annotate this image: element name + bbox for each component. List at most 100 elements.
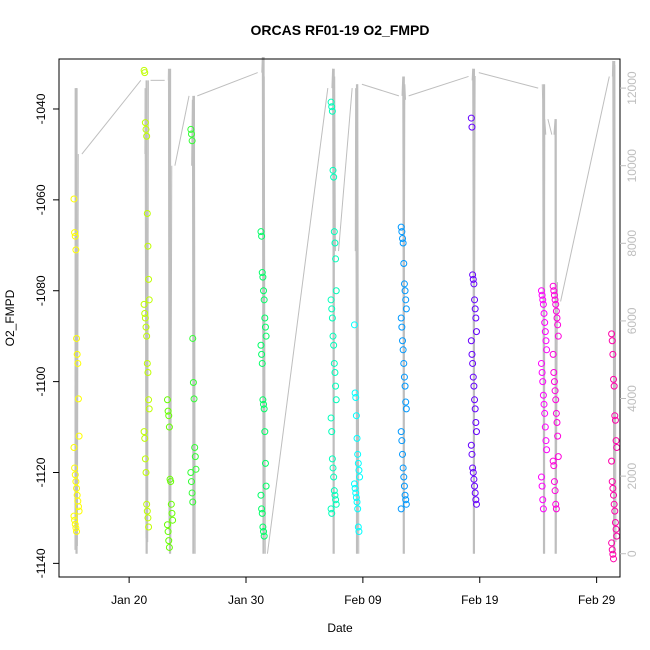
- data-point: [72, 246, 80, 254]
- y-tick-label: -1120: [34, 457, 48, 487]
- data-point: [258, 359, 266, 367]
- data-point: [73, 528, 81, 536]
- data-point: [70, 512, 78, 520]
- data-point: [331, 239, 339, 247]
- data-point: [537, 473, 545, 481]
- series-rf10: [537, 287, 551, 513]
- data-point: [550, 378, 558, 386]
- data-point: [145, 275, 153, 283]
- data-point: [553, 314, 561, 322]
- data-point: [169, 516, 177, 524]
- data-point: [144, 242, 152, 250]
- data-point: [332, 496, 340, 504]
- data-point: [550, 287, 558, 295]
- data-point: [74, 503, 82, 511]
- data-point: [141, 309, 149, 317]
- data-point: [142, 323, 150, 331]
- data-point: [550, 291, 558, 299]
- data-point: [355, 528, 363, 536]
- series-rf09: [467, 114, 480, 508]
- data-point: [141, 314, 149, 322]
- data-point: [71, 471, 79, 479]
- data-point: [400, 280, 408, 288]
- data-point: [330, 173, 338, 181]
- data-point: [72, 478, 80, 486]
- series-rf04: [187, 125, 200, 506]
- altitude-transit-9: [478, 72, 539, 89]
- data-point: [70, 195, 78, 203]
- data-point: [397, 505, 405, 513]
- data-point: [610, 382, 618, 390]
- altitude-transit-1: [81, 80, 142, 155]
- data-point: [191, 453, 199, 461]
- data-point: [327, 98, 335, 106]
- data-point: [262, 332, 270, 340]
- data-point: [611, 518, 619, 526]
- data-point: [552, 409, 560, 417]
- data-point: [472, 500, 480, 508]
- data-point: [610, 500, 618, 508]
- data-point: [140, 428, 148, 436]
- data-point: [353, 434, 361, 442]
- data-point: [470, 382, 478, 390]
- data-point: [328, 103, 336, 111]
- data-point: [190, 395, 198, 403]
- data-point: [71, 520, 79, 528]
- data-point: [611, 507, 619, 515]
- x-tick-label: Feb 19: [461, 593, 499, 607]
- data-point: [328, 509, 336, 517]
- data-point: [553, 419, 561, 427]
- x-tick-label: Feb 09: [344, 593, 382, 607]
- data-point: [261, 323, 269, 331]
- data-point: [262, 482, 270, 490]
- data-point: [350, 480, 358, 488]
- data-point: [608, 457, 616, 465]
- data-point: [400, 359, 408, 367]
- data-point: [402, 305, 410, 313]
- data-point: [260, 287, 268, 295]
- data-point: [187, 125, 195, 133]
- series-rf02: [140, 66, 153, 531]
- data-point: [327, 505, 335, 513]
- data-point: [401, 382, 409, 390]
- data-point: [259, 273, 267, 281]
- data-point: [141, 69, 149, 77]
- data-point: [402, 500, 410, 508]
- data-point: [332, 396, 340, 404]
- data-point: [141, 455, 149, 463]
- data-point: [189, 498, 197, 506]
- data-point: [469, 275, 477, 283]
- data-point: [472, 428, 480, 436]
- data-point: [470, 475, 478, 483]
- data-point: [402, 496, 410, 504]
- data-point: [538, 291, 546, 299]
- data-point: [468, 123, 476, 131]
- data-point: [539, 391, 547, 399]
- data-point: [400, 482, 408, 490]
- data-point: [467, 441, 475, 449]
- data-point: [145, 296, 153, 304]
- data-point: [472, 314, 480, 322]
- data-point: [611, 416, 619, 424]
- data-point: [260, 400, 268, 408]
- data-point: [471, 305, 479, 313]
- data-point: [328, 107, 336, 115]
- y2-tick-label: 4000: [625, 385, 639, 412]
- data-point: [332, 382, 340, 390]
- data-point: [554, 432, 562, 440]
- data-point: [539, 505, 547, 513]
- data-point: [257, 341, 265, 349]
- data-point: [143, 209, 151, 217]
- data-point: [467, 114, 475, 122]
- series-rf06: [327, 98, 340, 517]
- data-point: [258, 232, 266, 240]
- altitude-transit-6: [338, 88, 353, 252]
- data-point: [168, 509, 176, 517]
- data-point: [354, 523, 362, 531]
- data-point: [469, 271, 477, 279]
- data-point: [187, 468, 195, 476]
- data-point: [471, 396, 479, 404]
- data-point: [260, 532, 268, 540]
- data-point: [400, 373, 408, 381]
- data-point: [257, 228, 265, 236]
